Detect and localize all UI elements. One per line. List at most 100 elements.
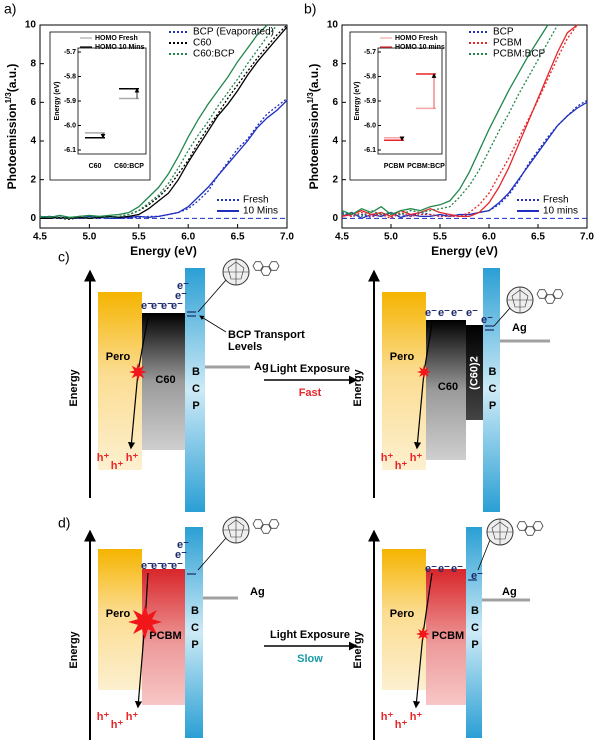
bcp-ring	[260, 266, 272, 276]
bcp-layer	[185, 527, 203, 738]
electron: e⁻	[451, 307, 463, 319]
electron-path	[422, 572, 433, 635]
perovskite-label: Pero	[106, 608, 131, 620]
plot-frame	[341, 24, 588, 229]
bcp-ring	[532, 521, 544, 531]
legend-label: C60	[193, 38, 212, 49]
molecule-pointer	[197, 537, 227, 571]
bcp-ring	[516, 521, 528, 531]
series-line	[341, 24, 549, 216]
legend-label: Fresh	[543, 195, 569, 206]
y-tick-label: 2	[332, 174, 338, 185]
bcp-ring	[268, 261, 280, 271]
electron: e⁻	[161, 560, 173, 572]
etl-label: C60	[438, 381, 458, 393]
excitation-star	[129, 363, 147, 381]
electron: e⁻	[466, 307, 478, 319]
y-tick-label: 8	[332, 58, 338, 69]
series-line	[341, 24, 578, 218]
bcp-ring	[544, 294, 556, 304]
exposure-label: Light Exposure	[270, 629, 350, 641]
y-axis-label-sup: 1/3	[4, 92, 13, 104]
inset-category: PCBM:BCP	[407, 163, 445, 170]
bcp-ring	[260, 524, 272, 534]
etl-layer	[142, 569, 185, 705]
x-tick-label: 5.5	[433, 232, 447, 243]
electron: e⁻	[151, 560, 163, 572]
legend-label: Fresh	[243, 195, 269, 206]
energy-label: Energy	[352, 630, 364, 668]
etl-layer	[426, 320, 466, 460]
bcp-ring	[252, 519, 264, 529]
transport-label: BCP Transport	[228, 329, 305, 341]
legend-label: 10 mins	[543, 206, 578, 217]
etl-label: C60	[155, 374, 175, 386]
ag-label: Ag	[254, 361, 269, 373]
panel-label: d)	[58, 515, 70, 531]
perovskite-label: Pero	[390, 608, 415, 620]
y-tick-label: 2	[30, 174, 36, 185]
legend-label: C60:BCP	[193, 49, 235, 60]
inset-y-tick-label: -5.7	[64, 49, 76, 56]
x-tick-label: 5.5	[132, 232, 146, 243]
fullerene-cage	[507, 287, 533, 313]
electron: e⁻	[425, 307, 437, 319]
x-tick-label: 5.0	[384, 232, 398, 243]
electron: e⁻	[481, 314, 493, 326]
etl-label: PCBM	[149, 630, 181, 642]
bcp-letter: P	[489, 400, 496, 412]
bcp-letter: B	[191, 605, 199, 617]
electron: e⁻	[425, 563, 437, 575]
electron: e⁻	[171, 300, 183, 312]
inset-y-tick-label: -5.9	[64, 98, 76, 105]
hole-path	[134, 621, 146, 709]
y-tick-label: 10	[25, 20, 37, 31]
perovskite-layer	[98, 549, 142, 690]
electron: e⁻	[177, 539, 189, 551]
bcp-layer	[185, 268, 205, 512]
y-tick-label: 4	[332, 136, 338, 147]
inset-y-tick-label: -6.1	[364, 147, 376, 154]
fullerene-cage	[487, 519, 513, 545]
series-line	[341, 24, 559, 218]
molecule-pointer	[477, 539, 491, 571]
perovskite-label: Pero	[106, 351, 131, 363]
inset-y-tick-label: -5.9	[364, 98, 376, 105]
bcp-ring	[536, 289, 548, 299]
inset-legend-label: HOMO Fresh	[395, 35, 438, 42]
electron-path	[137, 316, 149, 373]
inset-legend-label: HOMO 10 Mins	[95, 44, 145, 51]
bcp-letter: P	[192, 400, 199, 412]
transport-label: Levels	[228, 341, 262, 353]
x-tick-label: 6.0	[181, 232, 195, 243]
energy-label: Energy	[68, 630, 80, 668]
legend-label: PCBM:BCP	[493, 49, 546, 60]
legend-label: PCBM	[493, 38, 522, 49]
ag-label: Ag	[250, 586, 265, 598]
bcp-letter: B	[471, 605, 479, 617]
series-line	[341, 24, 578, 220]
inset-y-tick-label: -5.7	[364, 49, 376, 56]
perovskite-layer	[382, 549, 426, 690]
ag-label: Ag	[502, 586, 517, 598]
fullerene-cage	[223, 259, 249, 285]
hole-path	[413, 371, 425, 450]
x-tick-label: 4.5	[33, 232, 47, 243]
bcp-letter: C	[489, 383, 497, 395]
y-axis-label-text: Photoemission	[307, 103, 321, 189]
etl-layer	[142, 313, 185, 450]
dimer-layer	[466, 325, 483, 420]
transport-pointer	[199, 315, 227, 333]
bcp-ring	[524, 526, 536, 536]
inset-legend-label: HOMO 10 mins	[395, 44, 445, 51]
hole-path	[412, 633, 424, 709]
excitation-star	[416, 627, 430, 641]
hole: h⁺	[410, 452, 423, 464]
inset-y-label: Energy (eV)	[354, 82, 361, 121]
electron: e⁻	[141, 300, 153, 312]
electron: e⁻	[171, 560, 183, 572]
y-axis-label-sup: 1/3	[306, 92, 315, 104]
inset-y-tick-label: -5.8	[364, 73, 376, 80]
bcp-ring	[552, 289, 564, 299]
hole-path	[127, 371, 139, 450]
